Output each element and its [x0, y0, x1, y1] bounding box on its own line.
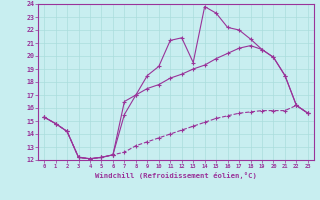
X-axis label: Windchill (Refroidissement éolien,°C): Windchill (Refroidissement éolien,°C): [95, 172, 257, 179]
